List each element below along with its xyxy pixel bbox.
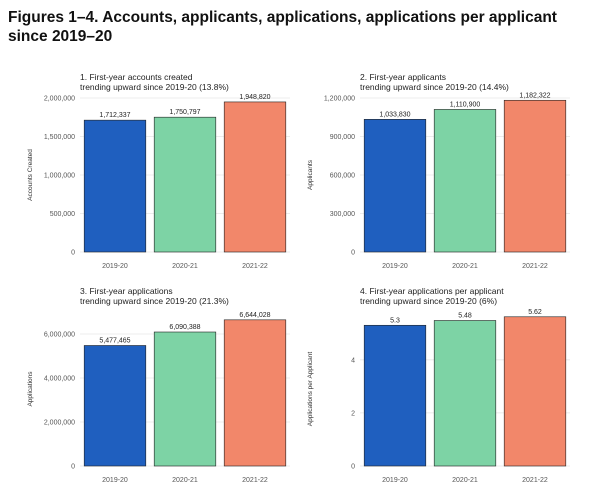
y-tick-label: 0 — [351, 250, 355, 257]
y-tick-label: 1,500,000 — [44, 134, 75, 141]
x-tick-label: 2019-20 — [382, 477, 408, 484]
y-axis-label: Accounts Created — [27, 149, 34, 201]
y-tick-label: 2 — [351, 410, 355, 417]
chart-panel-accounts: 1. First-year accounts created trending u… — [20, 68, 295, 278]
x-tick-label: 2021-22 — [242, 263, 268, 270]
y-axis-label: Applicants — [307, 159, 314, 190]
data-label: 5.3 — [390, 317, 400, 324]
y-tick-label: 300,000 — [330, 211, 355, 218]
data-label: 1,948,820 — [239, 94, 270, 101]
chart-title: 1. First-year accounts created — [80, 72, 193, 82]
data-label: 6,644,028 — [239, 312, 270, 319]
data-label: 5.62 — [528, 309, 542, 316]
y-tick-label: 900,000 — [330, 134, 355, 141]
bar-2020-21 — [153, 331, 217, 467]
bar-2020-21 — [153, 116, 217, 253]
bar-2021-22 — [223, 101, 287, 253]
y-tick-label: 1,000,000 — [44, 173, 75, 180]
y-tick-label: 0 — [71, 464, 75, 471]
bar-2019-20 — [83, 119, 147, 253]
x-tick-label: 2019-20 — [102, 263, 128, 270]
bar-2021-22 — [223, 319, 287, 467]
y-tick-label: 500,000 — [50, 211, 75, 218]
bar-2019-20 — [83, 345, 147, 467]
bar-2021-22 — [503, 316, 567, 467]
y-tick-label: 4 — [351, 357, 355, 364]
chart-apps-per-applicant-svg: 4. First-year applications per applicant… — [307, 286, 570, 484]
y-tick-label: 4,000,000 — [44, 376, 75, 383]
x-tick-label: 2020-21 — [452, 477, 478, 484]
chart-panel-applicants: 2. First-year applicants trending upward … — [300, 68, 575, 278]
data-label: 1,182,322 — [519, 92, 550, 99]
y-tick-label: 0 — [351, 464, 355, 471]
data-label: 1,750,797 — [169, 109, 200, 116]
x-tick-label: 2019-20 — [382, 263, 408, 270]
chart-title: 3. First-year applications — [80, 286, 173, 296]
x-tick-label: 2021-22 — [522, 477, 548, 484]
x-tick-label: 2020-21 — [172, 477, 198, 484]
chart-panel-applications-per-applicant: 4. First-year applications per applicant… — [300, 282, 575, 492]
y-tick-label: 2,000,000 — [44, 420, 75, 427]
data-label: 1,110,900 — [450, 101, 481, 108]
chart-title: 2. First-year applicants — [360, 72, 446, 82]
x-tick-label: 2021-22 — [242, 477, 268, 484]
bar-2020-21 — [433, 109, 497, 253]
x-tick-label: 2020-21 — [452, 263, 478, 270]
y-tick-label: 6,000,000 — [44, 332, 75, 339]
bar-2020-21 — [433, 320, 497, 467]
data-label: 5,477,465 — [99, 337, 130, 344]
x-tick-label: 2019-20 — [102, 477, 128, 484]
x-tick-label: 2021-22 — [522, 263, 548, 270]
chart-title: trending upward since 2019-20 (21.3%) — [80, 296, 229, 306]
y-tick-label: 0 — [71, 250, 75, 257]
chart-title: 4. First-year applications per applicant — [360, 286, 504, 296]
chart-title: trending upward since 2019-20 (14.4%) — [360, 82, 509, 92]
page-title: Figures 1–4. Accounts, applicants, appli… — [8, 9, 557, 45]
chart-title: trending upward since 2019-20 (13.8%) — [80, 82, 229, 92]
bar-2019-20 — [363, 119, 427, 253]
bar-2021-22 — [503, 99, 567, 253]
y-axis-label: Applications — [27, 371, 34, 407]
y-axis-label: Applications per Applicant — [307, 352, 314, 427]
bar-2019-20 — [363, 324, 427, 467]
data-label: 1,033,830 — [379, 111, 410, 118]
y-tick-label: 2,000,000 — [44, 96, 75, 103]
y-tick-label: 1,200,000 — [324, 96, 355, 103]
data-label: 6,090,388 — [169, 324, 200, 331]
x-tick-label: 2020-21 — [172, 263, 198, 270]
y-tick-label: 600,000 — [330, 173, 355, 180]
data-label: 1,712,337 — [99, 112, 130, 119]
data-label: 5.48 — [458, 312, 472, 319]
chart-panel-applications: 3. First-year applications trending upwar… — [20, 282, 295, 492]
chart-title: trending upward since 2019-20 (6%) — [360, 296, 497, 306]
